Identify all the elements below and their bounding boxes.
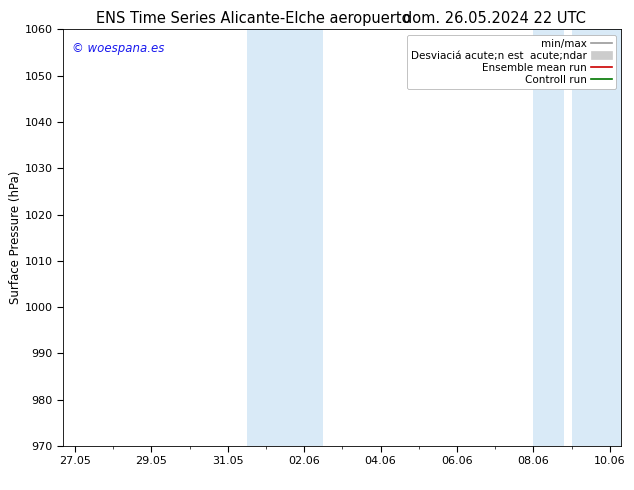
Bar <box>247 29 323 446</box>
Bar <box>572 29 621 446</box>
Text: © woespana.es: © woespana.es <box>72 42 164 55</box>
Bar <box>533 29 564 446</box>
Legend: min/max, Desviaciá acute;n est  acute;ndar, Ensemble mean run, Controll run: min/max, Desviaciá acute;n est acute;nda… <box>407 35 616 89</box>
Text: dom. 26.05.2024 22 UTC: dom. 26.05.2024 22 UTC <box>403 11 586 26</box>
Text: ENS Time Series Alicante-Elche aeropuerto: ENS Time Series Alicante-Elche aeropuert… <box>96 11 411 26</box>
Y-axis label: Surface Pressure (hPa): Surface Pressure (hPa) <box>9 171 22 304</box>
